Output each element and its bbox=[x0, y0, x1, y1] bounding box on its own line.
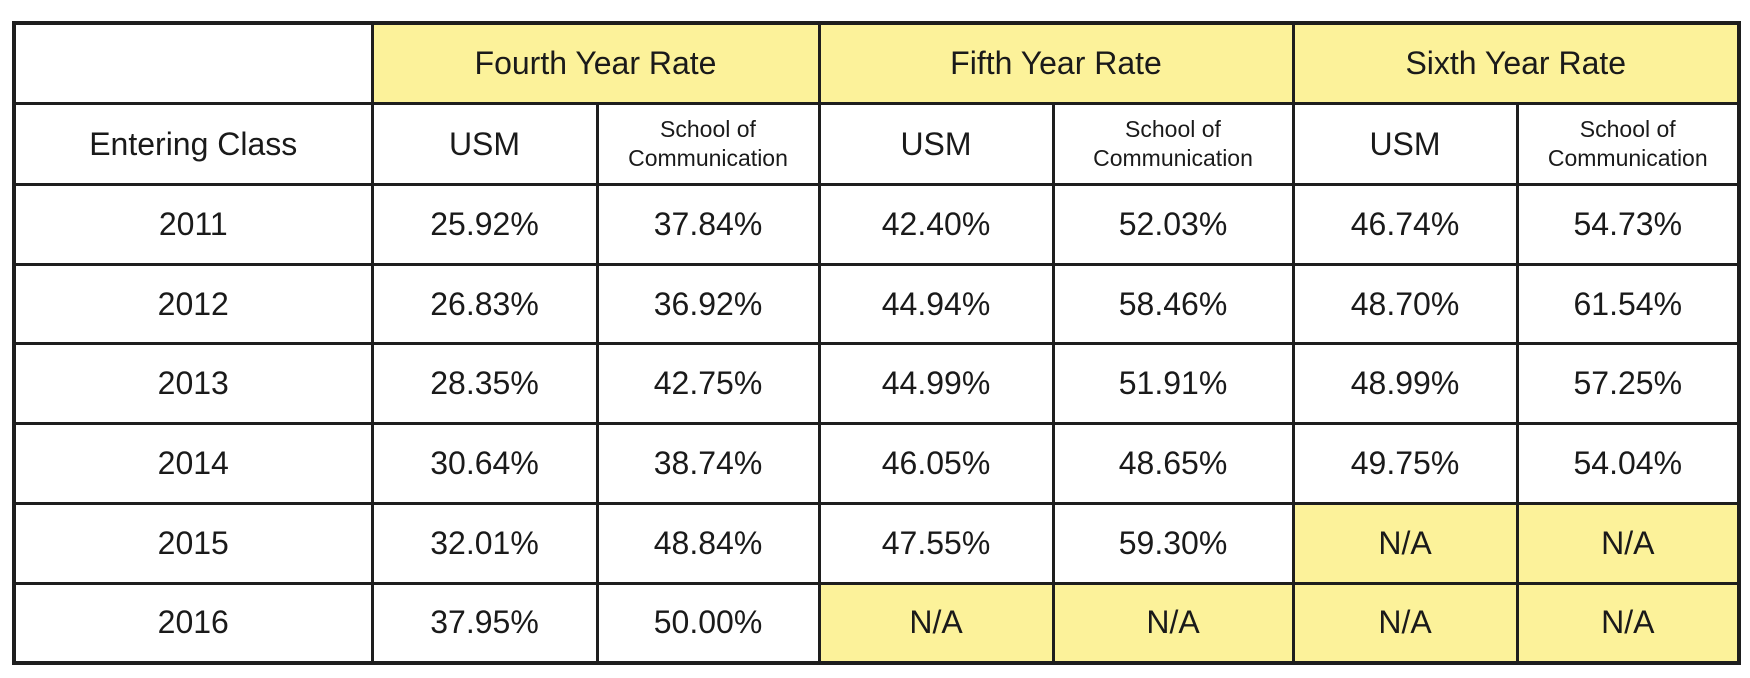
school-header-line2: Communication bbox=[1547, 145, 1708, 172]
rate-cell: 37.84% bbox=[595, 183, 821, 266]
entering-class-cell: 2014 bbox=[12, 422, 374, 505]
entering-class-cell: 2012 bbox=[12, 262, 374, 346]
entering-class-cell: 2015 bbox=[12, 501, 374, 585]
school-header-line1: School of bbox=[1579, 116, 1676, 143]
na-cell: N/A bbox=[1291, 581, 1519, 665]
rate-cell: 44.99% bbox=[817, 342, 1055, 426]
rate-cell: 61.54% bbox=[1515, 262, 1741, 346]
graduation-rates-table: Fourth Year Rate Fifth Year Rate Sixth Y… bbox=[12, 21, 1741, 665]
na-cell: N/A bbox=[817, 581, 1055, 665]
na-cell: N/A bbox=[1515, 501, 1741, 585]
usm-header-fourth: USM bbox=[370, 102, 599, 186]
table-row: 2011 25.92% 37.84% 42.40% 52.03% 46.74% … bbox=[12, 183, 1741, 266]
school-header-line1: School of bbox=[660, 116, 756, 143]
school-header-line1: School of bbox=[1125, 116, 1221, 143]
na-cell: N/A bbox=[1051, 581, 1295, 665]
entering-class-header: Entering Class bbox=[12, 102, 374, 186]
table-row: 2016 37.95% 50.00% N/A N/A N/A N/A bbox=[12, 581, 1741, 665]
school-header-fifth: School of Communication bbox=[1051, 102, 1295, 186]
rate-cell: 42.75% bbox=[595, 342, 821, 426]
sub-header-row: Entering Class USM School of Communicati… bbox=[12, 102, 1741, 186]
rate-cell: 50.00% bbox=[595, 581, 821, 665]
school-header-fourth: School of Communication bbox=[595, 102, 821, 186]
rate-cell: 48.65% bbox=[1051, 422, 1295, 505]
rate-cell: 28.35% bbox=[370, 342, 599, 426]
rate-cell: 48.99% bbox=[1291, 342, 1519, 426]
rate-cell: 36.92% bbox=[595, 262, 821, 346]
rate-cell: 59.30% bbox=[1051, 501, 1295, 585]
rate-cell: 42.40% bbox=[817, 183, 1055, 266]
rate-cell: 46.05% bbox=[817, 422, 1055, 505]
table-row: 2013 28.35% 42.75% 44.99% 51.91% 48.99% … bbox=[12, 342, 1741, 426]
school-header-line2: Communication bbox=[1093, 145, 1253, 172]
rate-cell: 48.70% bbox=[1291, 262, 1519, 346]
group-header-row: Fourth Year Rate Fifth Year Rate Sixth Y… bbox=[12, 21, 1741, 106]
rate-cell: 49.75% bbox=[1291, 422, 1519, 505]
blank-corner-cell bbox=[12, 21, 374, 106]
rate-cell: 30.64% bbox=[370, 422, 599, 505]
entering-class-cell: 2016 bbox=[12, 581, 374, 665]
rate-cell: 47.55% bbox=[817, 501, 1055, 585]
rate-cell: 26.83% bbox=[370, 262, 599, 346]
table-row: 2014 30.64% 38.74% 46.05% 48.65% 49.75% … bbox=[12, 422, 1741, 505]
rate-cell: 54.73% bbox=[1515, 183, 1741, 266]
rate-cell: 52.03% bbox=[1051, 183, 1295, 266]
rate-cell: 37.95% bbox=[370, 581, 599, 665]
rate-cell: 51.91% bbox=[1051, 342, 1295, 426]
rate-cell: 25.92% bbox=[370, 183, 599, 266]
rate-cell: 54.04% bbox=[1515, 422, 1741, 505]
rate-cell: 32.01% bbox=[370, 501, 599, 585]
rate-cell: 48.84% bbox=[595, 501, 821, 585]
school-header-line2: Communication bbox=[628, 145, 788, 172]
na-cell: N/A bbox=[1291, 501, 1519, 585]
usm-header-fifth: USM bbox=[817, 102, 1055, 186]
fourth-year-rate-header: Fourth Year Rate bbox=[370, 21, 821, 106]
rate-cell: 46.74% bbox=[1291, 183, 1519, 266]
table-row: 2012 26.83% 36.92% 44.94% 58.46% 48.70% … bbox=[12, 262, 1741, 346]
sixth-year-rate-header: Sixth Year Rate bbox=[1291, 21, 1741, 106]
fifth-year-rate-header: Fifth Year Rate bbox=[817, 21, 1295, 106]
entering-class-cell: 2011 bbox=[12, 183, 374, 266]
usm-header-sixth: USM bbox=[1291, 102, 1519, 186]
na-cell: N/A bbox=[1515, 581, 1741, 665]
rate-cell: 58.46% bbox=[1051, 262, 1295, 346]
rate-cell: 38.74% bbox=[595, 422, 821, 505]
school-header-sixth: School of Communication bbox=[1515, 102, 1741, 186]
rate-cell: 57.25% bbox=[1515, 342, 1741, 426]
rate-cell: 44.94% bbox=[817, 262, 1055, 346]
entering-class-cell: 2013 bbox=[12, 342, 374, 426]
table-row: 2015 32.01% 48.84% 47.55% 59.30% N/A N/A bbox=[12, 501, 1741, 585]
